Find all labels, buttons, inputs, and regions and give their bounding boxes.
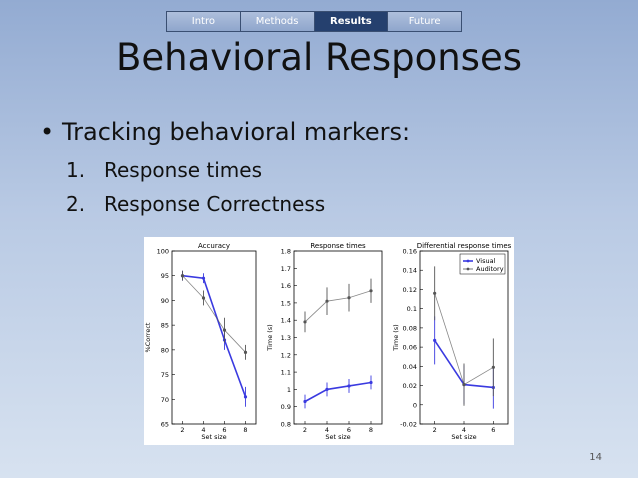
legend-label: Visual bbox=[476, 257, 496, 265]
data-point bbox=[201, 296, 206, 300]
plot-frame bbox=[293, 250, 383, 425]
x-axis-label: Set size bbox=[325, 433, 350, 441]
data-point bbox=[347, 296, 351, 300]
x-tick-label: 8 bbox=[369, 426, 373, 434]
series-line bbox=[304, 290, 372, 323]
x-tick-label: 4 bbox=[201, 426, 205, 434]
data-point bbox=[303, 320, 307, 324]
section-nav: Intro Methods Results Future bbox=[166, 11, 462, 32]
y-tick-label: 0.8 bbox=[281, 421, 291, 429]
nav-tab-future[interactable]: Future bbox=[388, 12, 461, 31]
y-tick-label: 1.8 bbox=[281, 248, 291, 256]
nav-tab-results[interactable]: Results bbox=[314, 12, 389, 31]
data-point bbox=[369, 380, 373, 385]
y-tick-label: 0.04 bbox=[403, 363, 417, 371]
y-tick-label: 0.02 bbox=[403, 382, 417, 390]
x-tick-label: 6 bbox=[491, 426, 495, 434]
y-tick-label: 1.2 bbox=[281, 351, 291, 359]
chart-title: Response times bbox=[310, 242, 366, 250]
y-tick-label: -0.02 bbox=[400, 421, 417, 429]
x-tick-label: 6 bbox=[347, 426, 351, 434]
results-figure: Accuracy 65 70 75 80 85 90 95 100 2 4 6 8 Set size %Co… bbox=[144, 237, 514, 445]
y-tick-label: 0 bbox=[413, 401, 417, 409]
y-tick-label: 0.08 bbox=[403, 324, 417, 332]
list-item: 1. Response times bbox=[66, 158, 325, 192]
bullet-point: • Tracking behavioral markers: bbox=[40, 118, 410, 146]
x-tick-label: 6 bbox=[222, 426, 226, 434]
data-point bbox=[433, 291, 437, 295]
y-tick-label: 70 bbox=[161, 396, 169, 404]
data-point bbox=[433, 338, 437, 342]
x-tick-label: 8 bbox=[243, 426, 247, 434]
series-line bbox=[304, 381, 372, 403]
legend-label: Auditory bbox=[476, 265, 504, 273]
data-point bbox=[180, 274, 185, 278]
list-item-text: Response Correctness bbox=[104, 192, 326, 216]
y-tick-label: 95 bbox=[161, 272, 169, 280]
y-axis-label: Time (s) bbox=[266, 324, 274, 351]
bullet-text: Tracking behavioral markers: bbox=[62, 118, 411, 146]
y-axis-label: Time (s) bbox=[392, 324, 400, 351]
y-tick-label: 0.14 bbox=[403, 267, 417, 275]
y-tick-label: 100 bbox=[157, 248, 169, 256]
x-axis-label: Set size bbox=[201, 433, 226, 441]
y-tick-label: 1.4 bbox=[281, 317, 291, 325]
y-tick-label: 0.9 bbox=[281, 403, 291, 411]
x-axis-label: Set size bbox=[451, 433, 476, 441]
bullet-dot-icon: • bbox=[40, 118, 55, 146]
legend-marker bbox=[466, 259, 470, 263]
series-line bbox=[182, 275, 246, 353]
list-item-number: 2. bbox=[66, 192, 86, 216]
data-point bbox=[303, 399, 307, 404]
y-tick-label: 0.06 bbox=[403, 344, 417, 352]
y-tick-label: 75 bbox=[161, 371, 169, 379]
nav-tab-intro[interactable]: Intro bbox=[167, 12, 241, 31]
data-point bbox=[325, 387, 329, 391]
slide-number: 14 bbox=[589, 452, 602, 463]
nav-tab-methods[interactable]: Methods bbox=[240, 12, 315, 31]
y-tick-label: 0.16 bbox=[403, 248, 417, 256]
slide-title: Behavioral Responses bbox=[116, 36, 522, 79]
chart-title: Differential response times bbox=[417, 242, 512, 250]
data-point bbox=[347, 384, 351, 388]
x-tick-label: 4 bbox=[325, 426, 329, 434]
y-tick-label: 85 bbox=[161, 322, 169, 330]
y-tick-label: 80 bbox=[161, 346, 169, 354]
y-tick-label: 65 bbox=[161, 421, 169, 429]
y-tick-label: 1.7 bbox=[281, 265, 291, 273]
data-point bbox=[462, 382, 466, 387]
x-tick-label: 2 bbox=[180, 426, 184, 434]
data-point bbox=[222, 328, 227, 332]
chart-title: Accuracy bbox=[198, 242, 230, 250]
list-item-text: Response times bbox=[104, 158, 263, 182]
y-tick-label: 1.1 bbox=[281, 369, 291, 377]
y-tick-label: 90 bbox=[161, 297, 169, 305]
data-point bbox=[325, 299, 329, 303]
y-tick-label: 1.6 bbox=[281, 282, 291, 290]
numbered-list: 1. Response times 2. Response Correctnes… bbox=[66, 158, 325, 226]
x-tick-label: 4 bbox=[462, 426, 466, 434]
y-tick-label: 1 bbox=[287, 386, 291, 394]
data-point bbox=[201, 276, 206, 280]
data-point bbox=[243, 350, 248, 354]
data-point bbox=[491, 365, 495, 369]
y-axis-label: %Correct bbox=[144, 322, 152, 352]
series-line bbox=[182, 274, 247, 398]
y-tick-label: 1.3 bbox=[281, 334, 291, 342]
data-point bbox=[369, 289, 373, 293]
legend-marker bbox=[466, 267, 470, 271]
y-tick-label: 0.1 bbox=[407, 305, 417, 313]
y-tick-label: 1.5 bbox=[281, 299, 291, 307]
list-item: 2. Response Correctness bbox=[66, 192, 325, 226]
x-tick-label: 2 bbox=[303, 426, 307, 434]
x-tick-label: 2 bbox=[433, 426, 437, 434]
data-point bbox=[243, 395, 248, 399]
y-tick-label: 0.12 bbox=[403, 286, 417, 294]
plot-frame bbox=[171, 250, 257, 425]
list-item-number: 1. bbox=[66, 158, 86, 182]
